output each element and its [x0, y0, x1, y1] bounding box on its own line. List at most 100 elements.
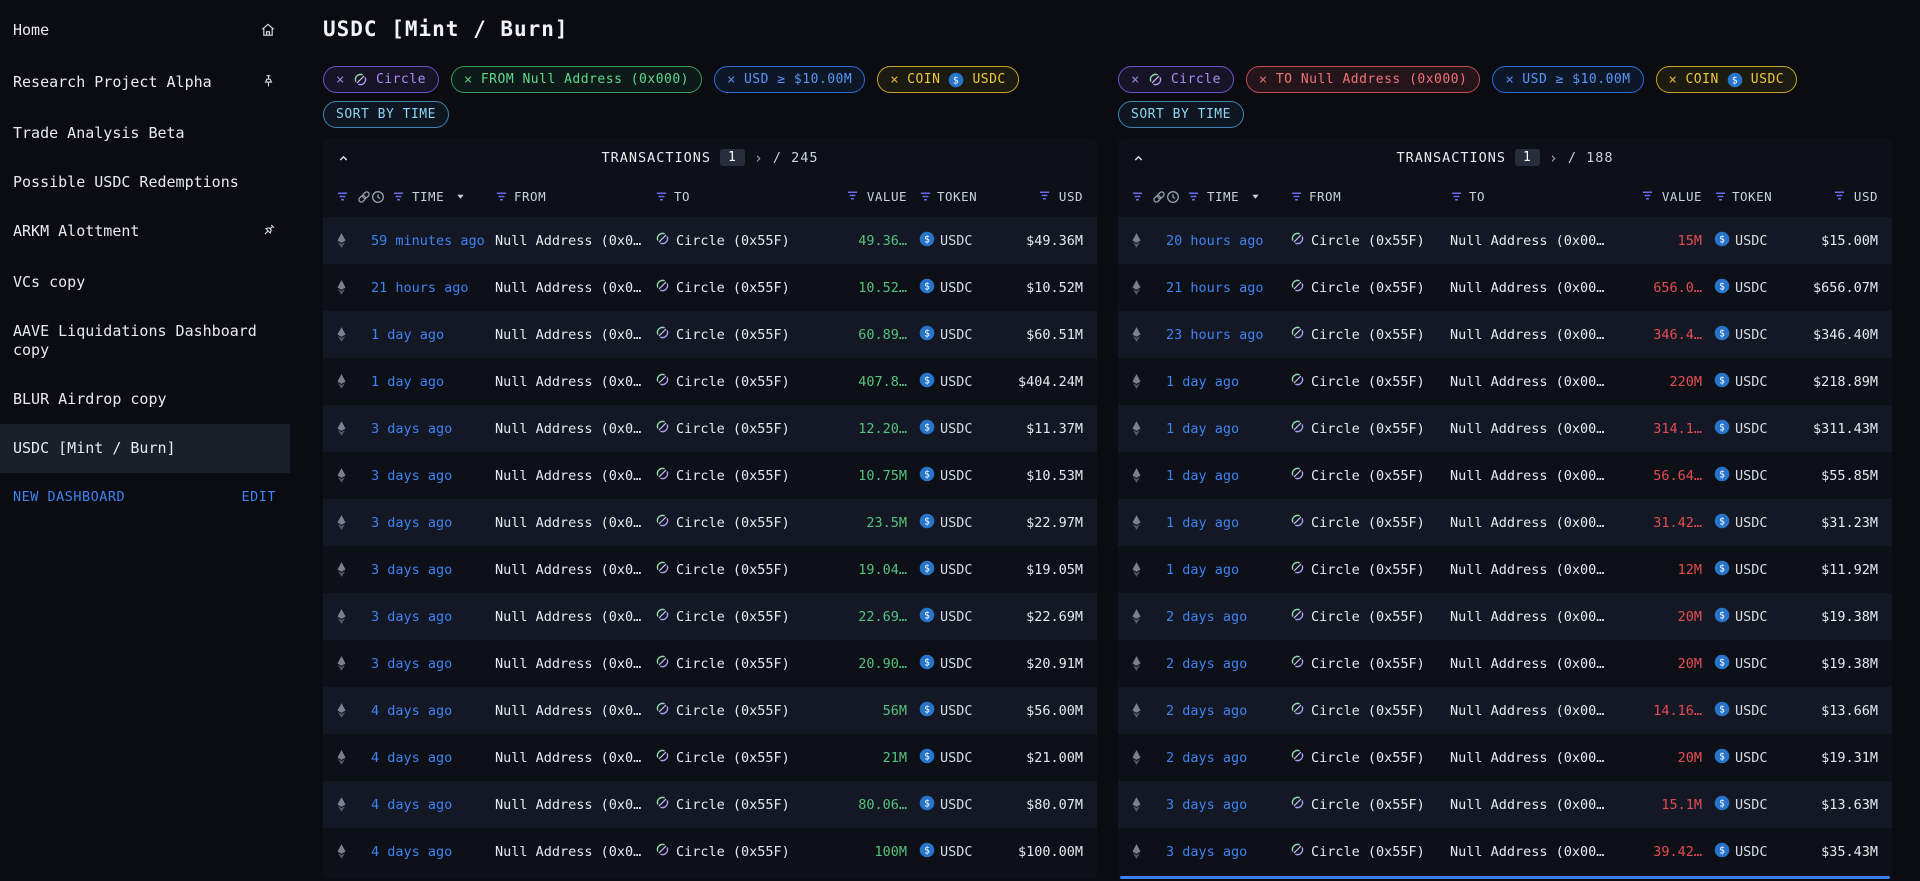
transaction-row[interactable]: 1 day agoNull Address (0x0…Circle (0x55F… [323, 358, 1097, 405]
tx-to-address[interactable]: Null Address (0x00… [1450, 703, 1604, 719]
transaction-row[interactable]: 3 days agoNull Address (0x0…Circle (0x55… [323, 452, 1097, 499]
tx-to-address[interactable]: Circle (0x55F) [676, 656, 790, 672]
filter-lines-icon[interactable] [1641, 190, 1654, 201]
column-to[interactable]: TO [1450, 189, 1618, 204]
transaction-row[interactable]: 3 days agoCircle (0x55F)Null Address (0x… [1118, 828, 1892, 875]
tx-token-cell[interactable]: $USDC [907, 278, 993, 298]
tx-time-link[interactable]: 1 day ago [371, 327, 444, 343]
tx-from-address[interactable]: Null Address (0x0… [495, 844, 641, 860]
tx-to-address[interactable]: Null Address (0x00… [1450, 280, 1604, 296]
edit-button[interactable]: EDIT [241, 489, 276, 505]
tx-time-link[interactable]: 4 days ago [371, 750, 452, 766]
tx-to-address[interactable]: Null Address (0x00… [1450, 468, 1604, 484]
tx-to-address[interactable]: Circle (0x55F) [676, 562, 790, 578]
caret-down-icon[interactable] [456, 192, 465, 201]
tx-token-cell[interactable]: $USDC [907, 842, 993, 862]
transaction-row[interactable]: 1 day agoCircle (0x55F)Null Address (0x0… [1118, 546, 1892, 593]
tx-time-link[interactable]: 1 day ago [1166, 515, 1239, 531]
tx-token-cell[interactable]: $USDC [907, 748, 993, 768]
tx-token-cell[interactable]: $USDC [907, 607, 993, 627]
column-usd[interactable]: USD [1788, 189, 1892, 204]
transaction-row[interactable]: 1 day agoCircle (0x55F)Null Address (0x0… [1118, 452, 1892, 499]
tx-to-address[interactable]: Circle (0x55F) [676, 280, 790, 296]
remove-filter-icon[interactable]: × [336, 72, 345, 88]
transaction-row[interactable]: 23 hours agoCircle (0x55F)Null Address (… [1118, 311, 1892, 358]
tx-token-cell[interactable]: $USDC [907, 701, 993, 721]
tx-time-link[interactable]: 3 days ago [371, 562, 452, 578]
sidebar-item-trade-analysis-beta[interactable]: Trade Analysis Beta [0, 109, 290, 158]
tx-time-link[interactable]: 2 days ago [1166, 750, 1247, 766]
tx-token-cell[interactable]: $USDC [907, 795, 993, 815]
tx-token-cell[interactable]: $USDC [1702, 231, 1788, 251]
remove-filter-icon[interactable]: × [1505, 72, 1514, 88]
column-to[interactable]: TO [655, 189, 823, 204]
tx-token-cell[interactable]: $USDC [1702, 607, 1788, 627]
sidebar-item-home[interactable]: Home [0, 6, 290, 58]
tx-time-link[interactable]: 59 minutes ago [371, 233, 485, 249]
tx-token-cell[interactable]: $USDC [1702, 372, 1788, 392]
tx-to-address[interactable]: Null Address (0x00… [1450, 609, 1604, 625]
tx-from-address[interactable]: Null Address (0x0… [495, 327, 641, 343]
tx-token-cell[interactable]: $USDC [1702, 842, 1788, 862]
column-from[interactable]: FROM [1290, 189, 1450, 204]
tx-from-address[interactable]: Null Address (0x0… [495, 797, 641, 813]
tx-token-cell[interactable]: $USDC [1702, 560, 1788, 580]
new-dashboard-button[interactable]: NEW DASHBOARD [13, 489, 125, 505]
tx-to-address[interactable]: Circle (0x55F) [676, 844, 790, 860]
transaction-row[interactable]: 4 days agoNull Address (0x0…Circle (0x55… [323, 734, 1097, 781]
column-usd[interactable]: USD [993, 189, 1097, 204]
transaction-row[interactable]: 1 day agoCircle (0x55F)Null Address (0x0… [1118, 358, 1892, 405]
sidebar-item-research-project-alpha[interactable]: Research Project Alpha [0, 58, 290, 109]
tx-from-address[interactable]: Null Address (0x0… [495, 280, 641, 296]
tx-from-address[interactable]: Circle (0x55F) [1311, 656, 1425, 672]
tx-time-link[interactable]: 3 days ago [371, 609, 452, 625]
tx-to-address[interactable]: Null Address (0x00… [1450, 797, 1604, 813]
tx-from-address[interactable]: Circle (0x55F) [1311, 609, 1425, 625]
tx-to-address[interactable]: Null Address (0x00… [1450, 421, 1604, 437]
tx-token-cell[interactable]: $USDC [1702, 795, 1788, 815]
tx-token-cell[interactable]: $USDC [907, 560, 993, 580]
filter-chip[interactable]: ×COIN$USDC [877, 66, 1019, 93]
transaction-row[interactable]: 3 days agoNull Address (0x0…Circle (0x55… [323, 499, 1097, 546]
horizontal-scrollbar[interactable] [1120, 876, 1890, 879]
tx-time-link[interactable]: 1 day ago [1166, 562, 1239, 578]
tx-time-link[interactable]: 1 day ago [1166, 468, 1239, 484]
tx-time-link[interactable]: 3 days ago [371, 468, 452, 484]
tx-time-link[interactable]: 2 days ago [1166, 656, 1247, 672]
tx-to-address[interactable]: Null Address (0x00… [1450, 562, 1604, 578]
tx-to-address[interactable]: Null Address (0x00… [1450, 515, 1604, 531]
transaction-row[interactable]: 21 hours agoCircle (0x55F)Null Address (… [1118, 264, 1892, 311]
tx-token-cell[interactable]: $USDC [1702, 654, 1788, 674]
tx-from-address[interactable]: Circle (0x55F) [1311, 797, 1425, 813]
transaction-row[interactable]: 2 days agoCircle (0x55F)Null Address (0x… [1118, 640, 1892, 687]
filter-lines-icon[interactable] [655, 191, 668, 202]
collapse-table-button[interactable] [337, 150, 350, 169]
filter-lines-icon[interactable] [336, 191, 349, 202]
current-page[interactable]: 1 [720, 149, 745, 166]
column-token[interactable]: TOKEN [907, 189, 993, 204]
tx-to-address[interactable]: Null Address (0x00… [1450, 750, 1604, 766]
remove-filter-icon[interactable]: × [1259, 72, 1268, 88]
tx-from-address[interactable]: Null Address (0x0… [495, 656, 641, 672]
transaction-row[interactable]: 20 hours agoCircle (0x55F)Null Address (… [1118, 217, 1892, 264]
tx-time-link[interactable]: 3 days ago [371, 515, 452, 531]
transaction-row[interactable]: 2 days agoCircle (0x55F)Null Address (0x… [1118, 593, 1892, 640]
transaction-row[interactable]: 3 days agoNull Address (0x0…Circle (0x55… [323, 640, 1097, 687]
link-icon[interactable] [357, 190, 371, 204]
filter-lines-icon[interactable] [919, 191, 932, 202]
filter-chip[interactable]: ×TO Null Address (0x000) [1246, 66, 1480, 93]
tx-time-link[interactable]: 4 days ago [371, 703, 452, 719]
tx-to-address[interactable]: Circle (0x55F) [676, 515, 790, 531]
filter-lines-icon[interactable] [1450, 191, 1463, 202]
filter-chip[interactable]: ×Circle [1118, 66, 1234, 93]
tx-token-cell[interactable]: $USDC [1702, 278, 1788, 298]
column-value[interactable]: VALUE [1618, 189, 1702, 204]
sidebar-item-aave-liquidations-dashboard-copy[interactable]: AAVE Liquidations Dashboard copy [0, 307, 290, 375]
remove-filter-icon[interactable]: × [464, 72, 473, 88]
tx-from-address[interactable]: Null Address (0x0… [495, 750, 641, 766]
sort-by-time-chip[interactable]: SORT BY TIME [1118, 101, 1244, 128]
remove-filter-icon[interactable]: × [727, 72, 736, 88]
filter-lines-icon[interactable] [495, 191, 508, 202]
tx-time-link[interactable]: 4 days ago [371, 844, 452, 860]
tx-time-link[interactable]: 21 hours ago [1166, 280, 1264, 296]
